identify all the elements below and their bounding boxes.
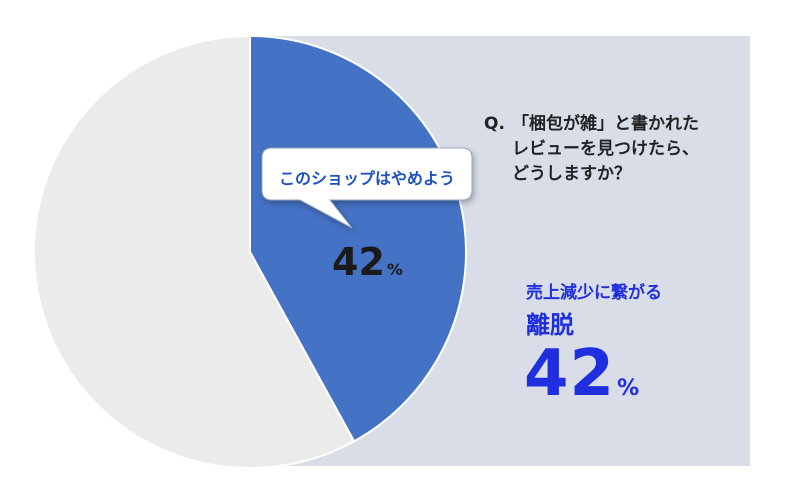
result-label: 離脱 (526, 311, 574, 339)
question-line-1: 「梱包が雑」と書かれた (512, 114, 699, 134)
speech-bubble (261, 147, 473, 229)
result-value-number: 42 (524, 337, 616, 411)
question-prefix: Q. (484, 114, 505, 134)
result-value-unit: % (617, 376, 640, 401)
survey-question: Q. 「梱包が雑」と書かれた レビューを見つけたら、 どうしますか？ (484, 112, 744, 187)
bubble-label: このショップはやめよう (278, 169, 455, 188)
question-line-3: どうしますか？ (512, 164, 631, 184)
effect-caption: 売上減少に繋がる (526, 283, 662, 303)
slice-value-label: 42% (332, 240, 403, 284)
result-value: 42% (524, 336, 639, 412)
slice-value-number: 42 (332, 240, 385, 284)
slice-value-unit: % (386, 260, 403, 279)
question-line-2: レビューを見つけたら、 (512, 139, 699, 159)
pie-slice-other (33, 34, 356, 469)
